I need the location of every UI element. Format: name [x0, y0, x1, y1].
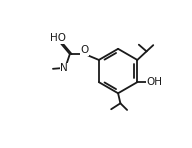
Text: N: N [60, 63, 68, 73]
Text: O: O [81, 45, 89, 55]
Text: OH: OH [146, 77, 163, 87]
Text: HO: HO [50, 33, 66, 43]
